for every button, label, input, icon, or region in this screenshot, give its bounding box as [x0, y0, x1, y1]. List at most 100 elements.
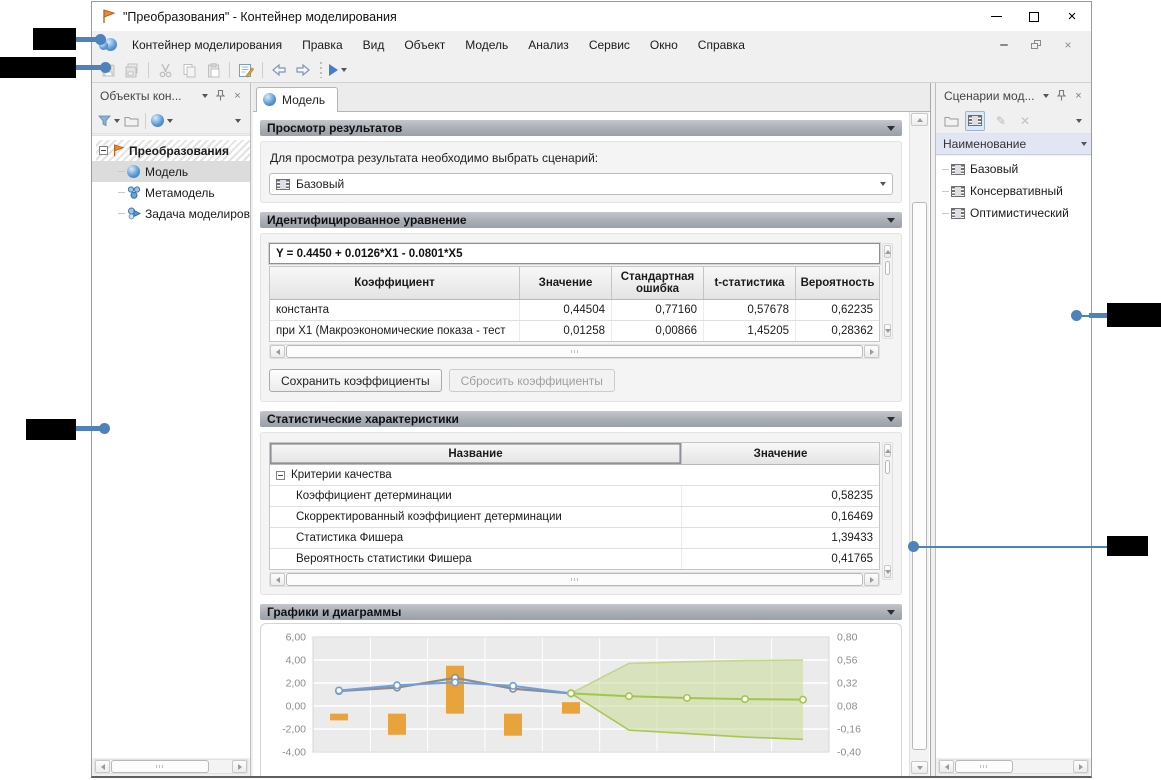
scroll-right-button[interactable]: [864, 573, 879, 586]
panel-toolbar-more-button[interactable]: [226, 111, 246, 131]
folder-button[interactable]: [121, 111, 141, 131]
close-button[interactable]: ×: [1053, 2, 1091, 31]
scenario-combobox[interactable]: Базовый: [269, 173, 893, 195]
tree-node-model[interactable]: Модель: [92, 161, 250, 182]
panel-menu-button[interactable]: [1036, 88, 1053, 104]
save-all-button[interactable]: [120, 60, 144, 81]
collapse-icon[interactable]: [99, 146, 108, 155]
page-vscrollbar[interactable]: [909, 112, 929, 776]
coefficients-hscrollbar[interactable]: [269, 344, 880, 359]
scroll-thumb[interactable]: [286, 573, 863, 586]
tab-model[interactable]: Модель: [256, 87, 339, 112]
pin-button[interactable]: [212, 88, 229, 104]
table-row[interactable]: Скорректированный коэффициент детерминац…: [270, 507, 879, 528]
section-stats-header[interactable]: Статистические характеристики: [260, 411, 902, 427]
column-header[interactable]: t-статистика: [704, 267, 796, 299]
mdi-close-button[interactable]: ×: [1064, 37, 1072, 52]
scroll-left-button[interactable]: [95, 760, 110, 773]
model-type-button[interactable]: [150, 111, 174, 131]
scroll-up-button[interactable]: [884, 444, 891, 457]
section-equation-header[interactable]: Идентифицированное уравнение: [260, 212, 902, 228]
delete-scenario-button[interactable]: ✕: [1015, 111, 1035, 131]
scenario-item-conservative[interactable]: Консервативный: [936, 180, 1091, 202]
maximize-button[interactable]: [1015, 2, 1053, 31]
scenario-item-base[interactable]: Базовый: [936, 158, 1091, 180]
scroll-up-button[interactable]: [884, 245, 891, 258]
column-header[interactable]: Значение: [753, 447, 808, 460]
column-header[interactable]: Стандартная ошибка: [612, 267, 704, 299]
scroll-thumb[interactable]: [912, 202, 927, 750]
collapse-icon[interactable]: [276, 470, 285, 480]
group-row[interactable]: Критерии качества: [270, 465, 879, 486]
copy-button[interactable]: [177, 60, 201, 81]
filter-button[interactable]: [97, 111, 121, 131]
scroll-right-button[interactable]: [864, 345, 879, 358]
table-row[interactable]: Статистика Фишера 1,39433: [270, 528, 879, 549]
scenario-item-optimistic[interactable]: Оптимистический: [936, 202, 1091, 224]
scroll-right-button[interactable]: [1073, 760, 1088, 773]
edit-report-button[interactable]: [234, 60, 258, 81]
menu-model[interactable]: Модель: [465, 37, 509, 52]
column-header[interactable]: Коэффициент: [270, 267, 520, 299]
edit-scenario-button[interactable]: ✎: [991, 111, 1011, 131]
pin-button[interactable]: [1053, 88, 1070, 104]
tree-node-task[interactable]: Задача моделиров: [92, 203, 250, 224]
scroll-down-button[interactable]: [884, 324, 891, 337]
collapse-section-icon[interactable]: [887, 217, 895, 223]
menu-service[interactable]: Сервис: [588, 37, 630, 52]
collapse-section-icon[interactable]: [887, 125, 895, 131]
panel-close-button[interactable]: ×: [234, 89, 241, 102]
title-bar[interactable]: "Преобразования" - Контейнер моделирован…: [92, 2, 1091, 31]
column-header[interactable]: Название: [270, 443, 682, 464]
section-results-header[interactable]: Просмотр результатов: [260, 120, 902, 136]
table-row[interactable]: при X1 (Макроэкономические показа - тест…: [270, 321, 879, 341]
panel-toolbar-more-button[interactable]: [1067, 111, 1087, 131]
scroll-thumb[interactable]: [885, 261, 890, 275]
save-coefficients-button[interactable]: Сохранить коэффициенты: [269, 369, 442, 392]
mdi-restore-button[interactable]: [1027, 38, 1045, 52]
objects-panel-hscrollbar[interactable]: [94, 759, 248, 774]
paste-button[interactable]: [201, 60, 225, 81]
run-button[interactable]: [326, 60, 350, 81]
cut-button[interactable]: [153, 60, 177, 81]
panel-close-button[interactable]: ×: [1075, 89, 1082, 102]
panel-menu-button[interactable]: [195, 88, 212, 104]
section-charts-header[interactable]: Графики и диаграммы: [260, 604, 902, 620]
scroll-thumb[interactable]: [955, 760, 1013, 773]
equation-formula[interactable]: Y = 0.4450 + 0.0126*X1 - 0.0801*X5: [269, 243, 880, 264]
menu-edit[interactable]: Правка: [302, 37, 343, 52]
column-header[interactable]: Вероятность: [800, 277, 875, 289]
mdi-minimize-button[interactable]: [995, 38, 1013, 52]
forward-button[interactable]: [291, 60, 315, 81]
stats-vscrollbar[interactable]: [882, 442, 893, 580]
scroll-thumb[interactable]: [885, 460, 890, 474]
scenarios-panel-hscrollbar[interactable]: [938, 759, 1089, 774]
folder-button[interactable]: [941, 111, 961, 131]
menu-analysis[interactable]: Анализ: [528, 37, 569, 52]
back-button[interactable]: [267, 60, 291, 81]
scroll-left-button[interactable]: [270, 573, 285, 586]
scroll-up-button[interactable]: [911, 113, 928, 126]
coefficients-vscrollbar[interactable]: [882, 243, 893, 339]
app-menu-button[interactable]: [98, 37, 118, 53]
menu-view[interactable]: Вид: [362, 37, 385, 52]
minimize-button[interactable]: [977, 2, 1015, 31]
table-row[interactable]: Коэффициент детерминации 0,58235: [270, 486, 879, 507]
menu-container[interactable]: Контейнер моделирования: [132, 37, 283, 52]
scroll-left-button[interactable]: [939, 760, 954, 773]
tree-node-metamodel[interactable]: Метамодель: [92, 182, 250, 203]
column-header[interactable]: Значение: [520, 267, 612, 299]
scroll-down-button[interactable]: [911, 761, 928, 774]
table-row[interactable]: Вероятность статистики Фишера 0,41765: [270, 549, 879, 569]
reset-coefficients-button[interactable]: Сбросить коэффициенты: [448, 369, 615, 392]
table-row[interactable]: константа 0,44504 0,77160 0,57678 0,6223…: [270, 300, 879, 321]
scroll-right-button[interactable]: [232, 760, 247, 773]
scenarios-column-header[interactable]: Наименование: [936, 134, 1091, 155]
scroll-thumb[interactable]: [286, 345, 863, 358]
scroll-down-button[interactable]: [884, 565, 891, 578]
scroll-left-button[interactable]: [270, 345, 285, 358]
collapse-section-icon[interactable]: [887, 416, 895, 422]
menu-window[interactable]: Окно: [649, 37, 678, 52]
scenario-view-button[interactable]: [965, 110, 985, 131]
stats-hscrollbar[interactable]: [269, 572, 880, 587]
